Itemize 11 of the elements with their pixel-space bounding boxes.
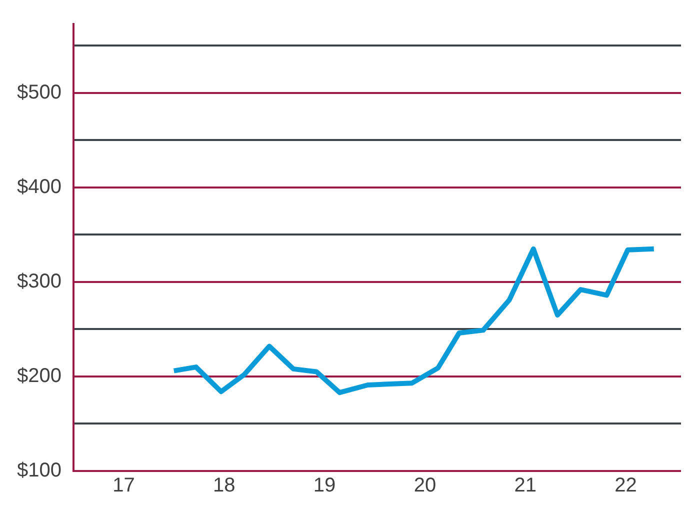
x-tick-label: 19 xyxy=(313,474,336,497)
x-tick-label: 22 xyxy=(614,474,637,497)
y-tick-label: $400 xyxy=(16,176,62,198)
y-tick-label: $500 xyxy=(16,82,62,104)
y-tick-label: $200 xyxy=(16,365,62,388)
y-tick-label: $300 xyxy=(16,270,62,293)
y-tick-label: $100 xyxy=(16,460,62,482)
x-tick-label: 17 xyxy=(112,474,135,497)
x-tick-label: 21 xyxy=(514,474,536,497)
x-tick-label: 18 xyxy=(212,474,236,497)
x-tick-label: 20 xyxy=(414,474,436,497)
